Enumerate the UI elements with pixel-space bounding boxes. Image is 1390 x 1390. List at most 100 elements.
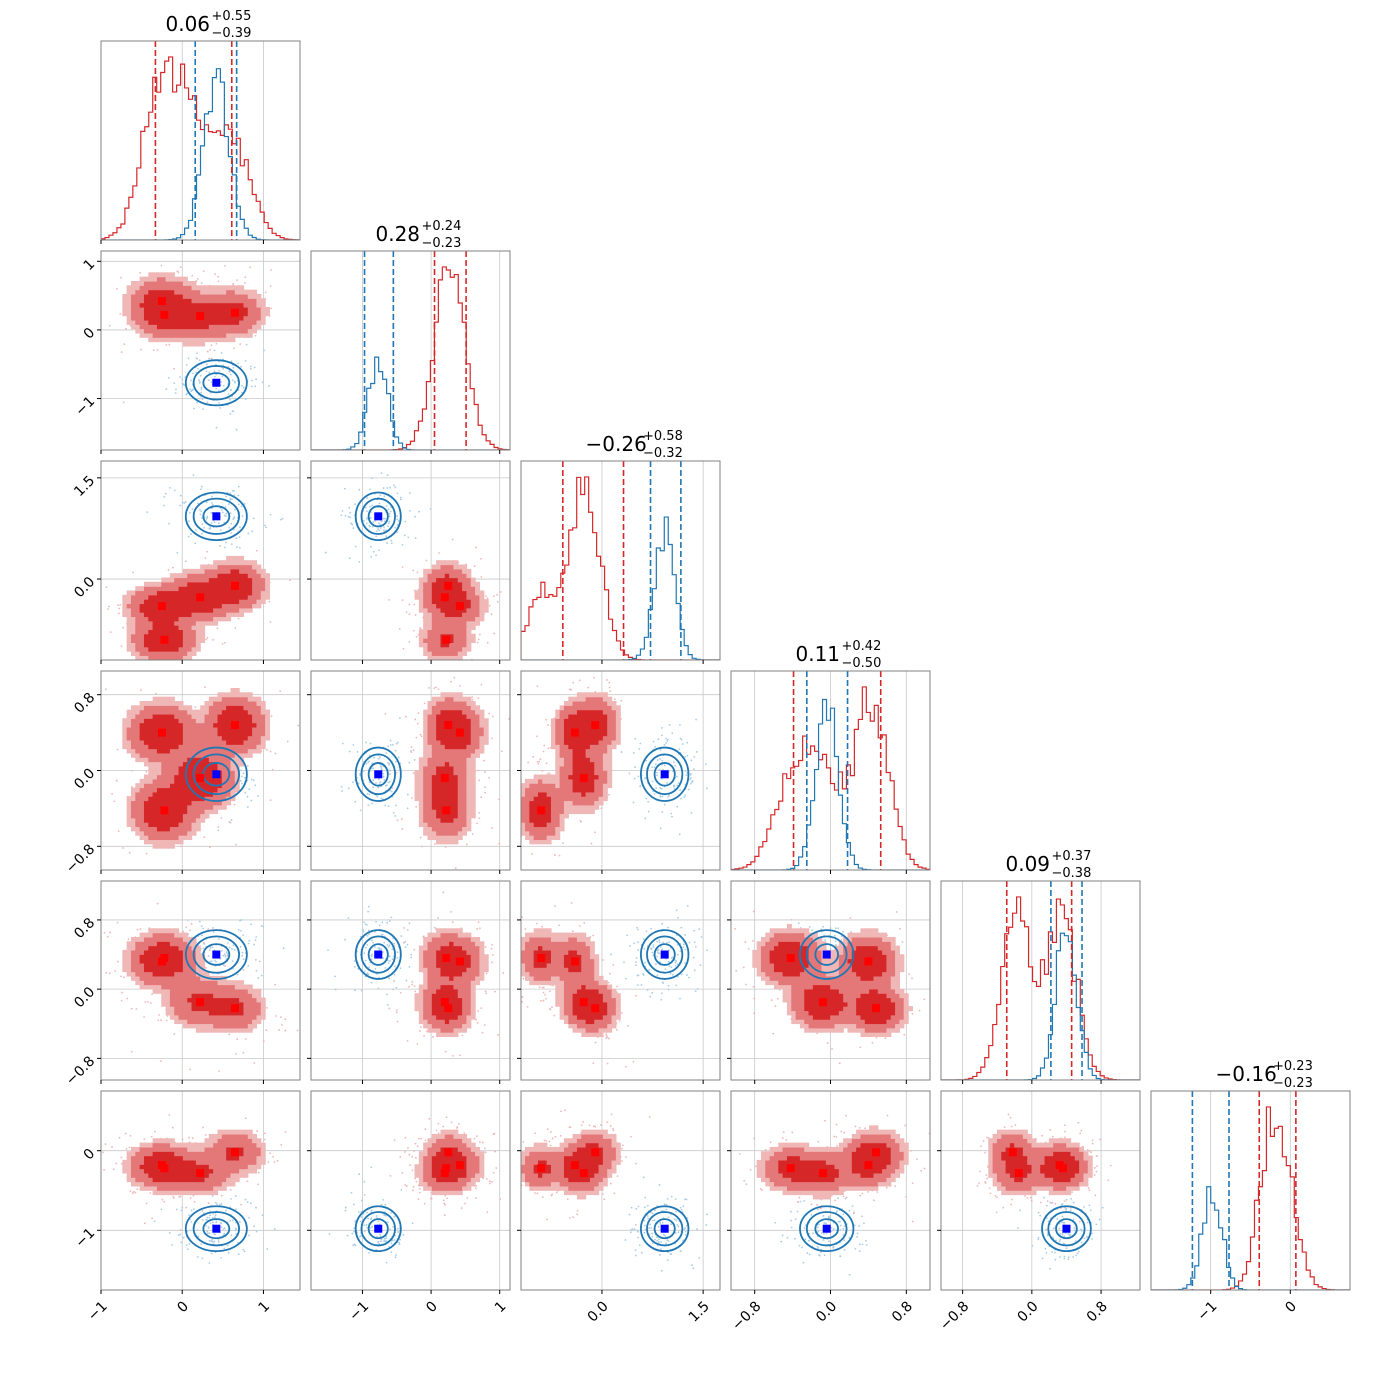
density-cell-red xyxy=(139,757,145,763)
density-cell-red xyxy=(182,586,188,592)
density-cell-red xyxy=(234,289,240,295)
marker-red xyxy=(196,312,205,321)
density-cell-red xyxy=(449,599,455,605)
density-cell-red xyxy=(169,731,175,737)
density-cell-red xyxy=(156,594,162,600)
scatter-point-red xyxy=(437,688,440,691)
density-cell-red xyxy=(470,748,476,754)
density-cell-red xyxy=(444,577,450,583)
density-cell-red xyxy=(436,722,442,728)
scatter-point-red xyxy=(229,821,232,824)
density-cell-red xyxy=(427,735,433,741)
marker-red xyxy=(157,728,166,737)
density-cell-red xyxy=(418,586,424,592)
density-cell-red xyxy=(226,713,232,719)
density-cell-red xyxy=(130,319,136,325)
scatter-point-red xyxy=(139,271,141,274)
density-cell-red xyxy=(457,713,463,719)
scatter-point-red xyxy=(111,793,114,795)
density-cell-red xyxy=(423,748,429,754)
scatter-point-blue xyxy=(215,373,218,376)
density-cell-red xyxy=(431,642,437,648)
density-cell-red xyxy=(436,774,442,780)
density-cell-red xyxy=(174,581,180,587)
density-cell-red xyxy=(187,629,193,635)
density-cell-red xyxy=(135,629,141,635)
density-cell-red xyxy=(431,646,437,652)
scatter-point-red xyxy=(488,776,491,779)
density-cell-red xyxy=(243,692,249,698)
scatter-point-blue xyxy=(413,759,416,761)
density-cell-red xyxy=(174,332,180,338)
density-cell-red xyxy=(156,830,162,836)
density-cell-red xyxy=(462,642,468,648)
density-cell-red xyxy=(427,791,433,797)
scatter-point-red xyxy=(122,847,124,849)
scatter-point-blue xyxy=(217,829,220,832)
density-cell-red xyxy=(252,319,258,325)
density-cell-red xyxy=(479,607,485,613)
density-cell-red xyxy=(187,302,193,308)
density-cell-red xyxy=(449,564,455,570)
density-cell-red xyxy=(169,709,175,715)
density-cell-red xyxy=(191,731,197,737)
density-cell-red xyxy=(200,804,206,810)
density-cell-red xyxy=(195,577,201,583)
density-cell-red xyxy=(161,774,167,780)
density-cell-red xyxy=(243,718,249,724)
density-cell-red xyxy=(178,726,184,732)
density-cell-red xyxy=(423,722,429,728)
density-cell-red xyxy=(130,651,136,656)
scatter-point-blue xyxy=(379,527,382,529)
density-cell-red xyxy=(187,726,193,732)
density-cell-red xyxy=(191,646,197,652)
density-cell-red xyxy=(187,568,193,574)
density-cell-red xyxy=(130,306,136,312)
density-cell-red xyxy=(195,285,201,291)
density-cell-red xyxy=(226,581,232,587)
density-cell-red xyxy=(139,804,145,810)
density-cell-red xyxy=(165,822,171,828)
density-cell-red xyxy=(423,603,429,609)
scatter-point-blue xyxy=(200,532,203,535)
scatter-point-blue xyxy=(406,793,409,796)
density-cell-red xyxy=(475,607,481,613)
density-cell-red xyxy=(483,603,489,609)
scatter-point-blue xyxy=(653,793,656,795)
density-cell-red xyxy=(230,337,236,343)
density-cell-red xyxy=(200,586,206,592)
scatter-point-blue xyxy=(250,778,253,781)
scatter-point-blue xyxy=(231,379,234,382)
density-cell-red xyxy=(187,830,193,836)
density-cell-red xyxy=(208,787,214,793)
density-cell-red xyxy=(475,594,481,600)
density-cell-red xyxy=(135,642,141,648)
density-cell-red xyxy=(427,752,433,758)
density-cell-red xyxy=(156,590,162,596)
density-cell-red xyxy=(221,722,227,728)
density-cell-red xyxy=(204,293,210,299)
density-cell-red xyxy=(427,651,433,656)
density-cell-red xyxy=(453,770,459,776)
density-cell-red xyxy=(187,774,193,780)
density-cell-red xyxy=(449,612,455,618)
scatter-point-red xyxy=(415,805,418,808)
density-cell-red xyxy=(191,761,197,767)
scatter-point-blue xyxy=(655,763,657,766)
density-cell-red xyxy=(156,285,162,291)
density-cell-red xyxy=(239,568,245,574)
density-cell-red xyxy=(156,705,162,711)
density-cell-red xyxy=(174,774,180,780)
density-cell-red xyxy=(156,817,162,823)
density-cell-red xyxy=(195,324,201,330)
density-cell-red xyxy=(156,332,162,338)
density-cell-red xyxy=(444,718,450,724)
density-cell-red xyxy=(126,616,132,622)
density-cell-red xyxy=(174,285,180,291)
density-cell-red xyxy=(444,739,450,745)
scatter-point-blue xyxy=(654,745,656,748)
scatter-point-red xyxy=(476,822,478,825)
scatter-point-blue xyxy=(213,521,216,524)
density-cell-red xyxy=(200,577,206,583)
density-cell-red xyxy=(195,607,201,613)
